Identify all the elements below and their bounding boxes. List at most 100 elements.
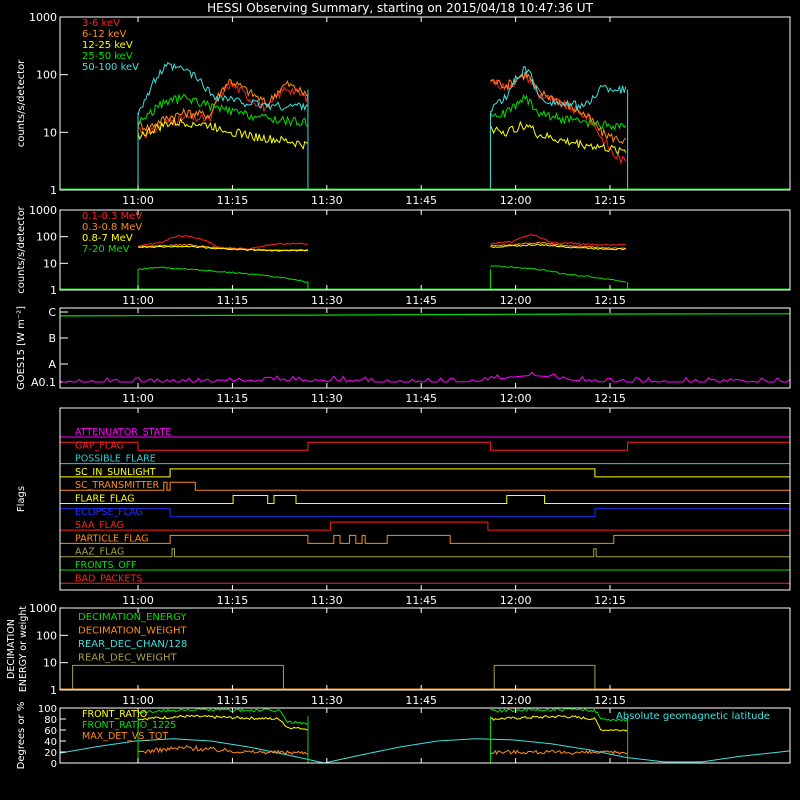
flags-xtick-label: 11:30 — [311, 594, 343, 607]
low-energy-ytick-label: 1000 — [29, 11, 57, 24]
low-energy-legend-entry: 50-100 keV — [82, 62, 139, 73]
decimation-xtick-label: 12:15 — [594, 694, 626, 707]
flag-line-sc-transmitter — [60, 481, 790, 491]
low-energy-panel: 11:00 11:15 11:30 11:45 12:00 12:15 1 10 100 1000… — [16, 11, 791, 207]
flag-label-possible-flare: POSSIBLE_FLARE — [75, 454, 156, 465]
decimation-legend-entry: REAR_DEC_WEIGHT — [78, 653, 177, 664]
flag-label-attenuator-state: ATTENUATOR_STATE — [75, 427, 171, 438]
low-energy-ytick-label: 1 — [50, 184, 57, 197]
flags-ylabel: Flags — [16, 486, 27, 512]
flag-label-saa-flag: SAA_FLAG — [75, 520, 124, 531]
decimation-xtick-label: 11:30 — [311, 694, 343, 707]
goes-ytick-label: C — [48, 306, 56, 319]
flag-line-eclipse-flag — [59, 508, 791, 518]
ratios-legend-entry: FRONT_RATIO_1225 — [82, 720, 176, 731]
decimation-series-rear-weight-step — [493, 664, 596, 690]
decimation-ytick-label: 100 — [36, 629, 57, 642]
flag-label-gap-flag: GAP_FLAG — [75, 440, 124, 451]
low-energy-ylabel: counts/s/detector — [16, 59, 27, 147]
goes-series-short — [59, 371, 791, 383]
ratios-ytick-label: 0 — [51, 759, 57, 770]
ratios-series-front-ratio-1225 — [137, 707, 628, 725]
ratios-ytick-label: 80 — [44, 715, 57, 726]
figure-title: HESSI Observing Summary, starting on 201… — [207, 1, 593, 15]
ratios-frame — [59, 707, 791, 764]
flag-label-sc-in-sunlight: SC_IN_SUNLIGHT — [75, 467, 156, 478]
flags-panel: ATTENUATOR_STATE GAP_FLAG POSSIBLE_FLARE SC… — [16, 407, 791, 607]
panels: 11:00 11:15 11:30 11:45 12:00 12:151101001000… — [6, 11, 791, 770]
flags-frame — [59, 407, 791, 591]
flags-xtick-label: 11:15 — [217, 594, 249, 607]
high-energy-series-7-20-MeV — [137, 265, 626, 283]
high-energy-xtick-label: 11:30 — [311, 294, 343, 307]
high-energy-legend-entry: 0.1-0.3 MeV — [82, 211, 142, 222]
goes-xtick-label: 12:15 — [594, 392, 626, 405]
low-energy-series-3-6-keV — [137, 70, 627, 164]
goes-xtick-label: 11:30 — [311, 392, 343, 405]
decimation-ytick-label: 1000 — [29, 602, 57, 615]
goes-xtick-label: 11:45 — [405, 392, 437, 405]
low-energy-series-50-100-keV — [137, 61, 627, 116]
goes-series-long — [59, 313, 791, 317]
ratios-legend-entry: FRONT_RATIO — [82, 709, 147, 720]
decimation-ylabel-line1: DECIMATION — [6, 619, 17, 679]
flag-label-aaz-flag: AAZ_FLAG — [75, 547, 124, 558]
decimation-xtick-label: 12:00 — [500, 694, 532, 707]
low-energy-legend-entry: 25-50 keV — [82, 51, 133, 62]
goes-xtick-label: 12:00 — [500, 392, 532, 405]
low-energy-xtick-label: 11:00 — [122, 194, 154, 207]
low-energy-legend-entry: 3-6 keV — [82, 18, 120, 29]
low-energy-series-25-50-keV — [137, 93, 627, 132]
flag-line-aaz-flag — [60, 548, 790, 558]
flag-label-sc-transmitter: SC_TRANSMITTER — [75, 480, 160, 491]
high-energy-frame — [59, 209, 791, 291]
flag-label-eclipse-flag: ECLIPSE_FLAG — [75, 507, 143, 518]
decimation-xtick-label: 11:15 — [217, 694, 249, 707]
low-energy-xtick-label: 12:00 — [500, 194, 532, 207]
high-energy-ylabel: counts/s/detector — [16, 205, 27, 293]
high-energy-legend-entry: 0.3-0.8 MeV — [82, 222, 142, 233]
flags-xtick-label: 11:45 — [405, 594, 437, 607]
low-energy-frame — [59, 16, 791, 191]
high-energy-ytick-label: 1 — [50, 284, 57, 297]
ratios-ytick-label: 60 — [44, 726, 57, 737]
goes-ytick-label: B — [48, 332, 56, 345]
goes-ytick-label: A0.1 — [31, 376, 56, 389]
flag-line-saa-flag — [60, 521, 790, 531]
flag-label-particle-flag: PARTICLE_FLAG — [75, 533, 148, 544]
decimation-legend-entry: REAR_DEC_CHAN/128 — [78, 639, 187, 650]
high-energy-xtick-label: 11:15 — [217, 294, 249, 307]
low-energy-legend-entry: 12-25 keV — [82, 40, 133, 51]
low-energy-xtick-label: 11:30 — [311, 194, 343, 207]
flag-label-bad-packets: BAD_PACKETS — [75, 573, 142, 584]
ratios-ytick-label: 100 — [38, 704, 57, 715]
decimation-xtick-label: 11:45 — [405, 694, 437, 707]
low-energy-ytick-label: 100 — [36, 69, 57, 82]
high-energy-ytick-label: 1000 — [29, 204, 57, 217]
high-energy-panel: 11:00 11:15 11:30 11:45 12:00 12:15 1 10 100 1000… — [16, 204, 791, 307]
goes-ytick-label: A — [48, 358, 56, 371]
decimation-ytick-label: 10 — [43, 657, 57, 670]
low-energy-legend-entry: 6-12 keV — [82, 29, 126, 40]
ratios-ytick-label: 20 — [44, 748, 57, 759]
flags-xtick-label: 12:00 — [500, 594, 532, 607]
ratios-ylabel: Degrees or % — [16, 702, 27, 770]
ratios-legend-entry: MAX_DET_VS_TOT — [82, 731, 168, 742]
ratios-annotation: Absolute geomagnetic latitude — [616, 711, 770, 722]
flag-line-gap-flag — [59, 441, 791, 451]
decimation-legend-entry: DECIMATION_WEIGHT — [78, 626, 187, 637]
high-energy-ytick-label: 100 — [36, 231, 57, 244]
ratios-ytick-label: 40 — [44, 737, 57, 748]
ratios-series-front-ratio — [137, 714, 628, 732]
decimation-frame — [59, 607, 791, 691]
goes-frame — [59, 307, 791, 389]
low-energy-xtick-label: 12:15 — [594, 194, 626, 207]
flags-xtick-label: 12:15 — [594, 594, 626, 607]
decimation-ylabel-line2: ENERGY or weight — [18, 606, 29, 692]
ratios-series-max-det-vs-tot — [137, 744, 628, 756]
flags-xtick-label: 11:00 — [122, 594, 154, 607]
low-energy-xtick-label: 11:45 — [405, 194, 437, 207]
